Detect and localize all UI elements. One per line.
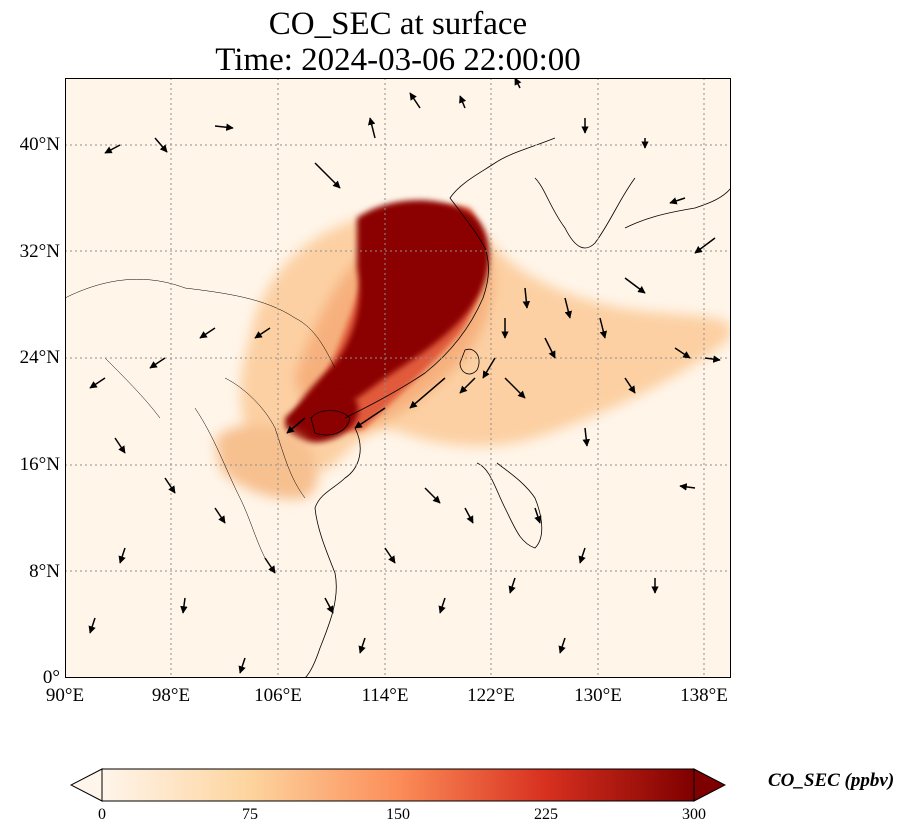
colorbar-tick-75: 75	[242, 806, 258, 823]
lon-tick-90e: 90°E	[45, 685, 85, 706]
lat-tick-8n: 8°N	[29, 561, 60, 582]
map-title-line2: Time: 2024-03-06 22:00:00	[215, 42, 581, 78]
colorbar	[70, 768, 726, 802]
colorbar-label: CO_SEC (ppbv)	[768, 770, 895, 791]
country-borders	[65, 279, 336, 559]
colorbar-tick-150: 150	[386, 806, 410, 823]
lon-tick-130e: 130°E	[574, 685, 622, 706]
colorbar-tick-300: 300	[682, 806, 706, 823]
lat-tick-32n: 32°N	[19, 241, 60, 262]
lat-tick-24n: 24°N	[19, 347, 60, 368]
lat-tick-16n: 16°N	[19, 454, 60, 475]
lon-tick-106e: 106°E	[254, 685, 302, 706]
map-title-line1: CO_SEC at surface	[268, 6, 528, 42]
co-sec-plume	[215, 200, 731, 499]
lon-tick-98e: 98°E	[151, 685, 191, 706]
lon-tick-114e: 114°E	[361, 685, 409, 706]
lat-tick-0: 0°	[42, 667, 60, 688]
colorbar-tick-225: 225	[534, 806, 558, 823]
wind-vectors	[88, 78, 721, 674]
lon-tick-138e: 138°E	[680, 685, 728, 706]
gridlines	[65, 78, 731, 678]
map-plot-area	[65, 78, 731, 678]
lat-tick-40n: 40°N	[19, 134, 60, 155]
lon-tick-122e: 122°E	[467, 685, 515, 706]
colorbar-tick-0: 0	[98, 806, 106, 823]
